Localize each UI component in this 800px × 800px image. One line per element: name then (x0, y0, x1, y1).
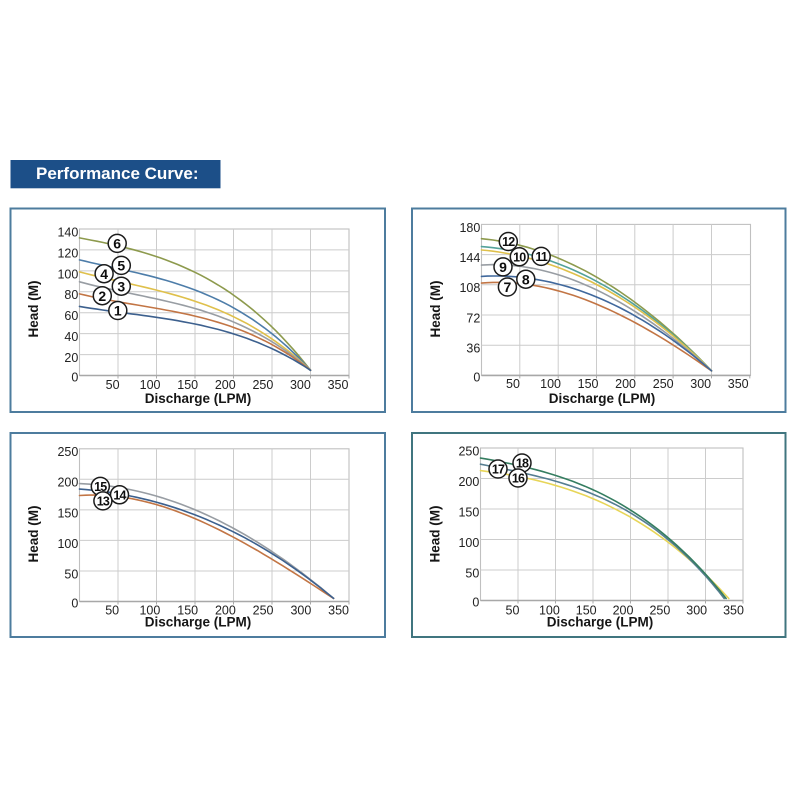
svg-text:100: 100 (458, 536, 479, 550)
svg-text:40: 40 (64, 330, 78, 344)
svg-text:300: 300 (290, 604, 311, 618)
svg-text:12: 12 (502, 235, 515, 249)
svg-text:60: 60 (64, 309, 78, 323)
svg-text:11: 11 (535, 250, 547, 264)
svg-text:50: 50 (465, 566, 479, 580)
svg-text:0: 0 (472, 595, 479, 609)
svg-text:150: 150 (177, 604, 198, 618)
svg-text:350: 350 (328, 378, 349, 392)
svg-text:Discharge (LPM): Discharge (LPM) (549, 391, 656, 406)
svg-text:180: 180 (459, 221, 480, 235)
svg-text:250: 250 (57, 445, 78, 459)
svg-text:200: 200 (615, 377, 636, 391)
svg-text:300: 300 (686, 603, 707, 617)
svg-text:7: 7 (504, 279, 512, 295)
svg-text:16: 16 (512, 472, 525, 486)
svg-text:108: 108 (459, 281, 480, 295)
svg-text:Discharge (LPM): Discharge (LPM) (145, 615, 252, 630)
svg-text:150: 150 (576, 603, 597, 617)
svg-text:50: 50 (105, 604, 119, 618)
svg-text:150: 150 (458, 505, 479, 519)
svg-text:36: 36 (466, 342, 480, 356)
svg-text:10: 10 (513, 251, 526, 265)
svg-text:80: 80 (64, 288, 78, 302)
svg-text:14: 14 (113, 489, 126, 503)
svg-text:250: 250 (653, 377, 674, 391)
svg-text:200: 200 (57, 476, 78, 490)
svg-text:0: 0 (71, 370, 78, 384)
svg-text:350: 350 (328, 604, 349, 618)
svg-text:100: 100 (539, 603, 560, 617)
svg-text:0: 0 (473, 370, 480, 384)
svg-text:140: 140 (57, 225, 78, 239)
svg-text:Discharge (LPM): Discharge (LPM) (547, 615, 654, 630)
svg-text:18: 18 (516, 457, 529, 471)
svg-text:250: 250 (253, 604, 274, 618)
svg-text:200: 200 (458, 475, 479, 489)
svg-text:300: 300 (690, 377, 711, 391)
svg-text:50: 50 (506, 603, 520, 617)
svg-text:250: 250 (649, 603, 670, 617)
svg-text:100: 100 (57, 537, 78, 551)
svg-text:15: 15 (94, 480, 107, 494)
svg-text:120: 120 (57, 246, 78, 260)
svg-text:13: 13 (97, 495, 110, 509)
svg-text:350: 350 (728, 377, 749, 391)
svg-text:2: 2 (98, 288, 106, 304)
svg-text:250: 250 (252, 378, 273, 392)
svg-text:4: 4 (100, 266, 108, 282)
svg-text:Head (M): Head (M) (26, 281, 41, 338)
svg-text:Performance Curve:: Performance Curve: (36, 164, 199, 183)
svg-text:5: 5 (117, 258, 125, 274)
svg-text:Head (M): Head (M) (26, 506, 41, 563)
svg-text:6: 6 (113, 236, 121, 252)
svg-text:100: 100 (57, 267, 78, 281)
svg-text:100: 100 (139, 604, 160, 618)
svg-text:350: 350 (723, 603, 744, 617)
svg-text:50: 50 (106, 378, 120, 392)
svg-text:144: 144 (459, 251, 480, 265)
svg-text:17: 17 (492, 463, 505, 477)
svg-text:8: 8 (522, 271, 530, 287)
svg-text:Head (M): Head (M) (428, 281, 443, 338)
svg-text:150: 150 (578, 377, 599, 391)
svg-text:Discharge (LPM): Discharge (LPM) (145, 391, 252, 406)
svg-text:1: 1 (114, 303, 122, 319)
svg-text:150: 150 (177, 378, 198, 392)
svg-text:100: 100 (140, 378, 161, 392)
svg-text:150: 150 (57, 506, 78, 520)
svg-text:250: 250 (458, 444, 479, 458)
svg-text:3: 3 (117, 278, 125, 294)
svg-text:300: 300 (290, 378, 311, 392)
svg-text:200: 200 (215, 378, 236, 392)
svg-text:50: 50 (506, 377, 520, 391)
svg-text:50: 50 (64, 567, 78, 581)
svg-text:100: 100 (540, 377, 561, 391)
svg-text:200: 200 (215, 604, 236, 618)
svg-text:9: 9 (499, 259, 507, 275)
svg-text:200: 200 (613, 603, 634, 617)
svg-text:20: 20 (64, 351, 78, 365)
svg-text:Head (M): Head (M) (428, 506, 443, 563)
svg-text:72: 72 (466, 311, 480, 325)
svg-text:0: 0 (71, 596, 78, 610)
